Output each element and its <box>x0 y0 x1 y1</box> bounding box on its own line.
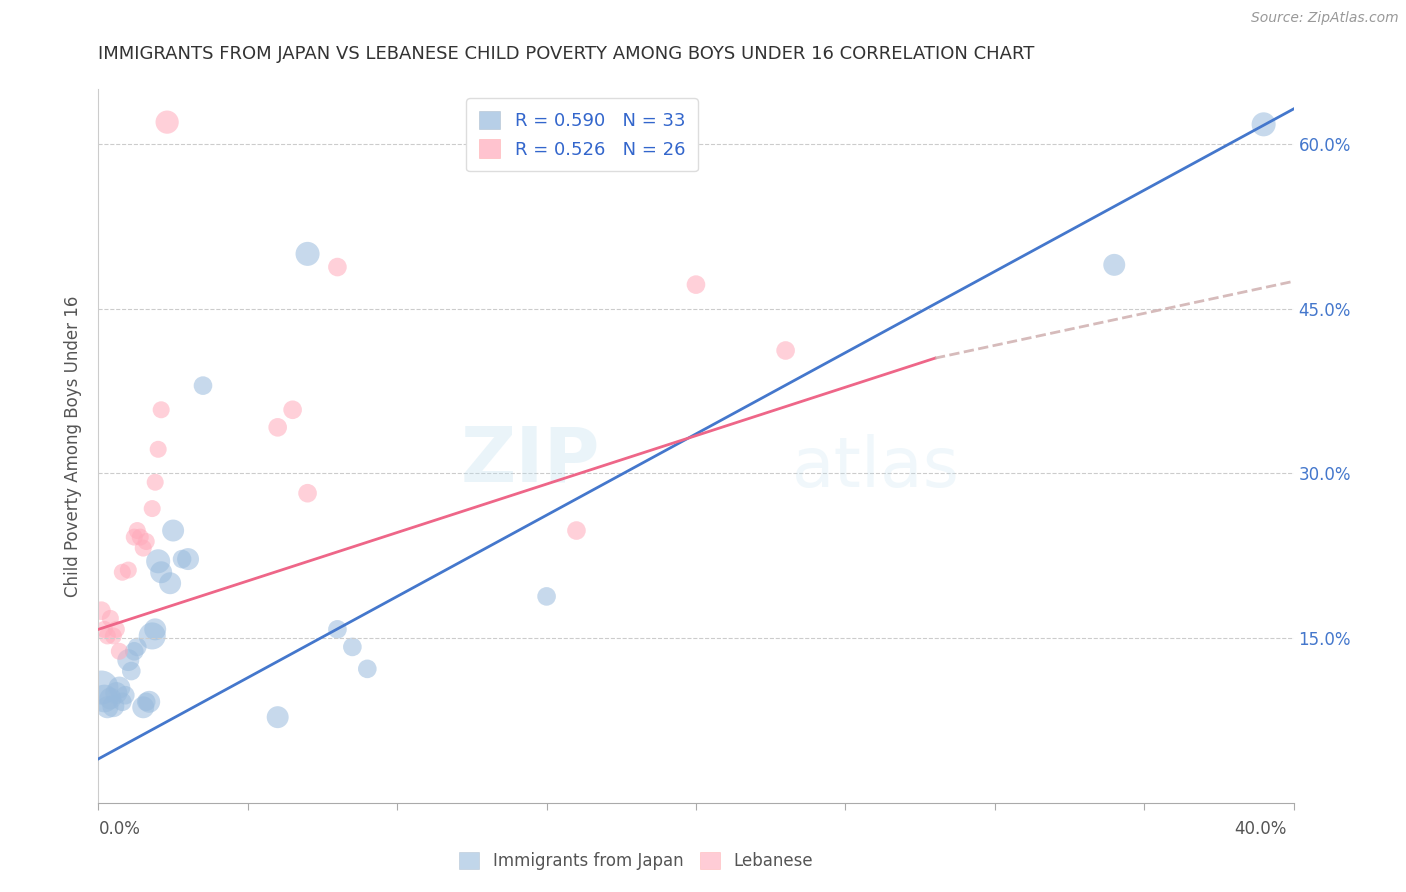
Point <box>143 623 166 637</box>
Point <box>103 629 125 643</box>
Point <box>775 343 797 358</box>
Point <box>565 524 588 538</box>
Point <box>156 115 179 129</box>
Point <box>267 710 290 724</box>
Point <box>326 623 349 637</box>
Point <box>356 662 378 676</box>
Point <box>105 686 128 700</box>
Point <box>148 442 170 457</box>
Point <box>100 611 122 625</box>
Point <box>143 475 166 490</box>
Point <box>1104 258 1126 272</box>
Point <box>129 530 152 544</box>
Point <box>135 695 157 709</box>
Point <box>135 534 157 549</box>
Point <box>111 695 134 709</box>
Point <box>100 691 122 706</box>
Text: 40.0%: 40.0% <box>1234 820 1286 838</box>
Point <box>117 653 139 667</box>
Point <box>267 420 290 434</box>
Text: ZIP: ZIP <box>461 424 600 497</box>
Point <box>120 664 142 678</box>
Point <box>138 695 160 709</box>
Text: atlas: atlas <box>792 434 959 501</box>
Text: IMMIGRANTS FROM JAPAN VS LEBANESE CHILD POVERTY AMONG BOYS UNDER 16 CORRELATION : IMMIGRANTS FROM JAPAN VS LEBANESE CHILD … <box>98 45 1035 62</box>
Point <box>90 604 112 618</box>
Point <box>281 402 304 417</box>
Point <box>96 629 118 643</box>
Point <box>105 623 128 637</box>
Point <box>117 563 139 577</box>
Point <box>93 623 115 637</box>
Point <box>111 566 134 580</box>
Point <box>172 552 194 566</box>
Point <box>342 640 364 654</box>
Point <box>141 501 163 516</box>
Point <box>297 486 319 500</box>
Point <box>536 590 558 604</box>
Point <box>90 681 112 695</box>
Point <box>685 277 707 292</box>
Point <box>93 691 115 706</box>
Point <box>132 541 155 555</box>
Point <box>96 700 118 714</box>
Point <box>159 576 181 591</box>
Point <box>1253 117 1275 131</box>
Point <box>103 699 125 714</box>
Point <box>127 640 149 654</box>
Point <box>108 644 131 658</box>
Point <box>177 552 200 566</box>
Point <box>148 554 170 568</box>
Point <box>124 530 146 544</box>
Text: 0.0%: 0.0% <box>98 820 141 838</box>
Point <box>162 524 184 538</box>
Point <box>150 566 173 580</box>
Point <box>132 700 155 714</box>
Point <box>326 260 349 274</box>
Point <box>127 524 149 538</box>
Point <box>141 629 163 643</box>
Y-axis label: Child Poverty Among Boys Under 16: Child Poverty Among Boys Under 16 <box>65 295 83 597</box>
Point <box>297 247 319 261</box>
Point <box>150 402 173 417</box>
Point <box>108 681 131 695</box>
Text: Source: ZipAtlas.com: Source: ZipAtlas.com <box>1251 12 1399 25</box>
Point <box>191 378 214 392</box>
Point <box>124 644 146 658</box>
Point <box>114 688 136 702</box>
Legend: Immigrants from Japan, Lebanese: Immigrants from Japan, Lebanese <box>453 845 820 877</box>
